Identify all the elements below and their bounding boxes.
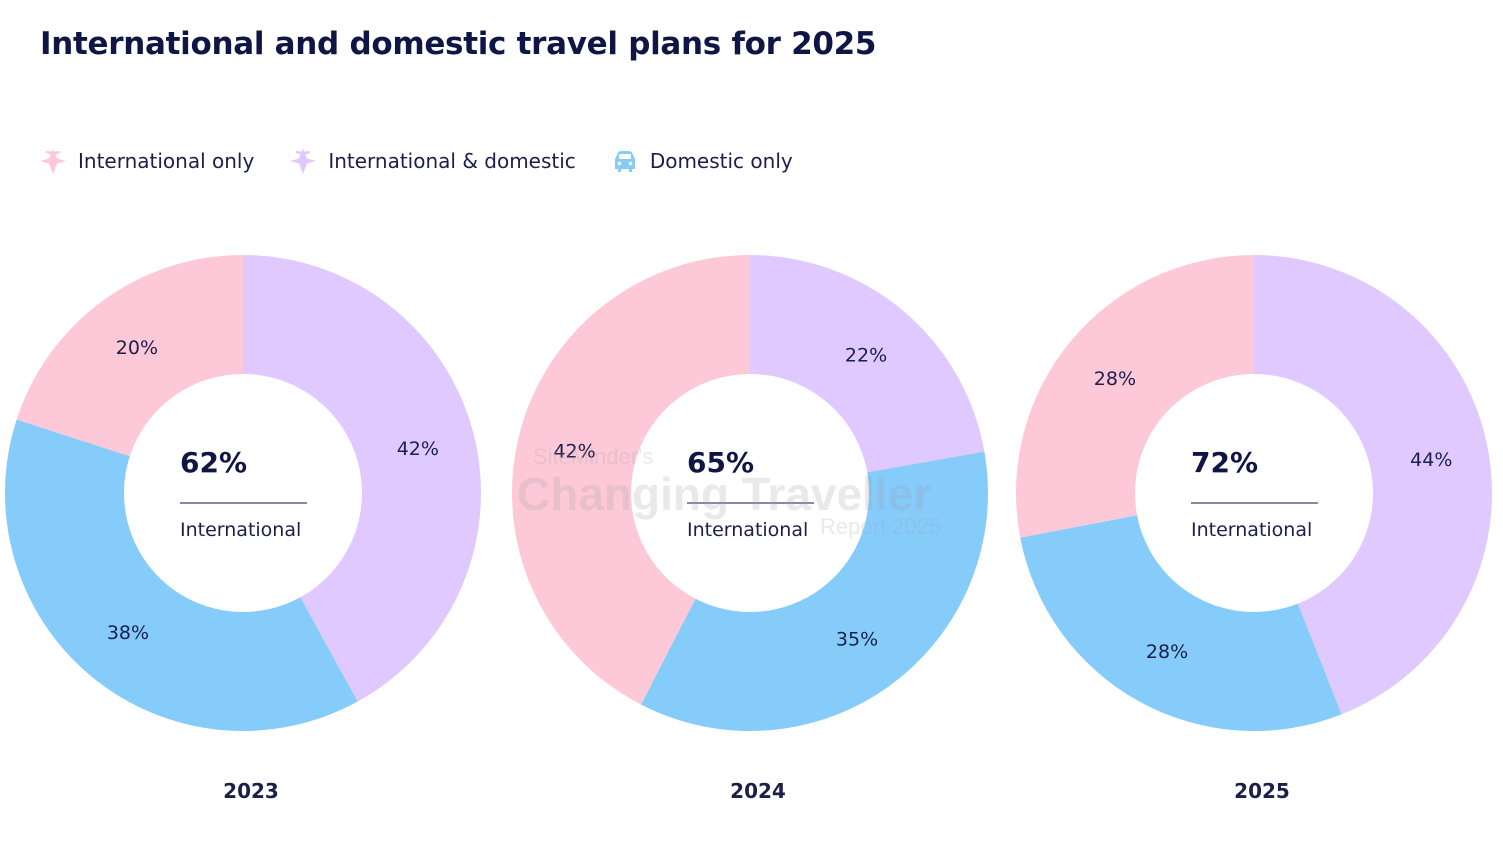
center-value: 62%: [180, 446, 247, 479]
slice-label: 35%: [836, 628, 878, 650]
chart-title: International and domestic travel plans …: [40, 26, 877, 62]
legend-item-international-domestic: International & domestic: [288, 146, 576, 176]
donut-slice: [640, 451, 988, 732]
chart-year-label: 2024: [730, 779, 786, 803]
slice-label: 28%: [1094, 368, 1136, 390]
donut-slice: [1254, 255, 1493, 715]
slice-label: 44%: [1410, 449, 1452, 471]
donut-chart-2025: 44% 28% 28% 72% International 2025: [1016, 255, 1493, 803]
donut-slice: [511, 255, 750, 705]
center-value: 65%: [687, 446, 754, 479]
slice-label: 28%: [1146, 641, 1188, 663]
donut-slice: [1016, 255, 1254, 538]
slice-label: 22%: [845, 345, 887, 367]
donut-slice: [1020, 515, 1342, 731]
legend: International only International & domes…: [38, 146, 827, 176]
slice-label: 42%: [553, 440, 595, 462]
chart-year-label: 2025: [1234, 779, 1290, 803]
donut-chart-2023: 42% 38% 20% 62% International 2023: [4, 255, 482, 803]
slice-label: 20%: [116, 337, 158, 359]
chart-year-label: 2023: [223, 779, 279, 803]
donut-chart-2024: 22% 35% 42% 65% International 2024: [511, 255, 988, 803]
legend-label: International & domestic: [328, 149, 576, 173]
legend-item-international-only: International only: [38, 146, 254, 176]
center-value: 72%: [1191, 446, 1258, 479]
donut-slice: [4, 419, 358, 731]
center-label: International: [1191, 519, 1312, 541]
plane-icon: [288, 146, 318, 176]
car-icon: [610, 146, 640, 176]
plane-icon: [38, 146, 68, 176]
center-label: International: [687, 519, 808, 541]
donut-slice: [243, 255, 482, 702]
donut-slice: [16, 255, 244, 457]
legend-item-domestic-only: Domestic only: [610, 146, 793, 176]
legend-label: Domestic only: [649, 149, 793, 173]
slice-label: 42%: [397, 438, 439, 460]
legend-label: International only: [78, 149, 255, 173]
donut-slice: [750, 255, 985, 473]
slice-label: 38%: [107, 622, 149, 644]
center-label: International: [180, 519, 301, 541]
